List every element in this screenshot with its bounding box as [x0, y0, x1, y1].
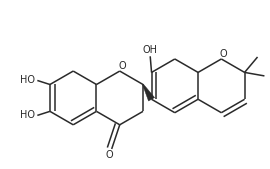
Polygon shape — [143, 84, 154, 101]
Text: HO: HO — [20, 110, 35, 120]
Text: O: O — [118, 61, 126, 71]
Text: HO: HO — [20, 76, 35, 86]
Text: OH: OH — [143, 45, 158, 55]
Text: O: O — [220, 49, 227, 59]
Text: O: O — [106, 150, 113, 160]
